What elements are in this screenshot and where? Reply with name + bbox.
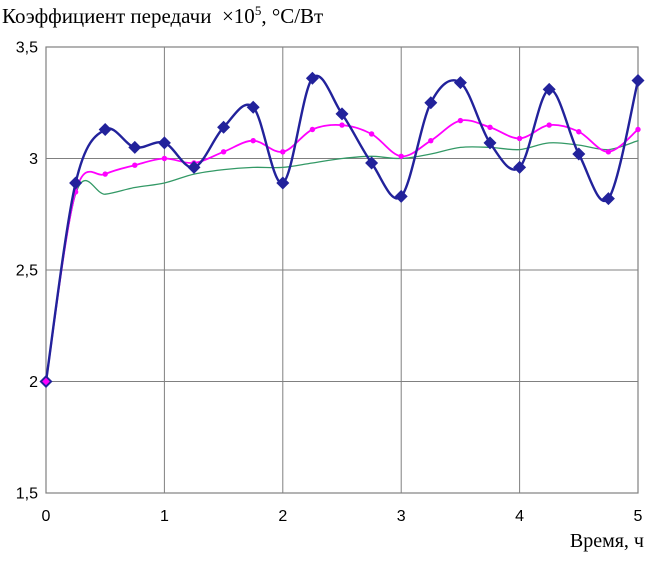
y-tick-label: 1,5	[16, 486, 38, 503]
navy-diamond-series-marker	[572, 147, 586, 161]
magenta-dot-series-marker	[368, 131, 375, 137]
magenta-dot-series-marker	[457, 117, 464, 124]
navy-diamond-series-marker	[424, 96, 438, 110]
magenta-dot-series-marker	[339, 122, 345, 128]
chart-title-text: Коэффициент передачи ×10	[2, 4, 255, 28]
navy-diamond-series-marker	[601, 192, 615, 206]
navy-diamond-series-marker	[276, 176, 290, 190]
navy-diamond-series-line	[44, 74, 640, 383]
navy-diamond-series-marker	[157, 136, 171, 150]
navy-diamond-series-marker	[365, 156, 379, 170]
navy-diamond-series-marker	[513, 160, 527, 174]
x-axis-title: Время, ч	[569, 530, 644, 552]
magenta-dot-series-marker	[605, 149, 612, 155]
navy-diamond-series-marker	[98, 123, 112, 137]
magenta-dot-series-marker	[250, 137, 256, 144]
chart-title-superscript: 5	[254, 3, 262, 18]
navy-diamond-series-marker	[394, 189, 408, 203]
magenta-dot-series-marker	[280, 149, 286, 155]
plot-border	[45, 46, 639, 494]
y-tick-label: 3,5	[16, 40, 38, 57]
magenta-dot-series-marker	[398, 153, 404, 159]
navy-diamond-series-marker	[128, 140, 142, 154]
chart-title-suffix: , °С/Вт	[261, 4, 324, 28]
magenta-dot-series-line	[45, 119, 639, 383]
magenta-dot-series-marker	[516, 135, 523, 142]
navy-diamond-series-marker	[542, 82, 556, 96]
navy-diamond-series-marker	[453, 76, 467, 90]
navy-diamond-series-marker	[69, 176, 83, 190]
y-tick-label: 3	[29, 151, 38, 168]
navy-diamond-series-marker	[631, 73, 645, 87]
magenta-dot-series-marker	[487, 124, 493, 130]
navy-diamond-series-marker	[187, 160, 201, 174]
magenta-dot-series-marker	[546, 122, 552, 128]
x-tick-label: 3	[397, 508, 406, 525]
navy-diamond-series-marker	[217, 120, 231, 134]
magenta-dot-series-marker	[220, 149, 227, 155]
x-tick-label: 0	[42, 508, 51, 525]
magenta-dot-series-marker	[309, 126, 316, 133]
green-smooth-series-line	[45, 140, 639, 383]
magenta-dot-series-start-marker	[42, 377, 50, 386]
y-tick-label: 2	[29, 374, 38, 391]
x-tick-label: 2	[278, 508, 287, 525]
magenta-dot-series-marker	[132, 162, 138, 168]
magenta-dot-series-marker	[428, 137, 434, 144]
x-tick-label: 1	[160, 508, 169, 525]
navy-diamond-series-marker	[305, 71, 319, 85]
magenta-dot-series-marker	[576, 129, 582, 135]
navy-diamond-series-marker	[483, 136, 497, 150]
navy-diamond-series-marker	[246, 100, 260, 114]
navy-diamond-series-marker	[335, 107, 349, 121]
y-tick-label: 2,5	[16, 263, 38, 280]
magenta-dot-series-marker	[102, 171, 108, 177]
chart-title: Коэффициент передачи ×105, °С/Вт	[2, 4, 323, 29]
magenta-dot-series-marker	[635, 126, 641, 133]
x-tick-label: 5	[634, 508, 643, 525]
magenta-dot-series-marker	[161, 155, 168, 162]
x-tick-label: 4	[515, 508, 524, 525]
